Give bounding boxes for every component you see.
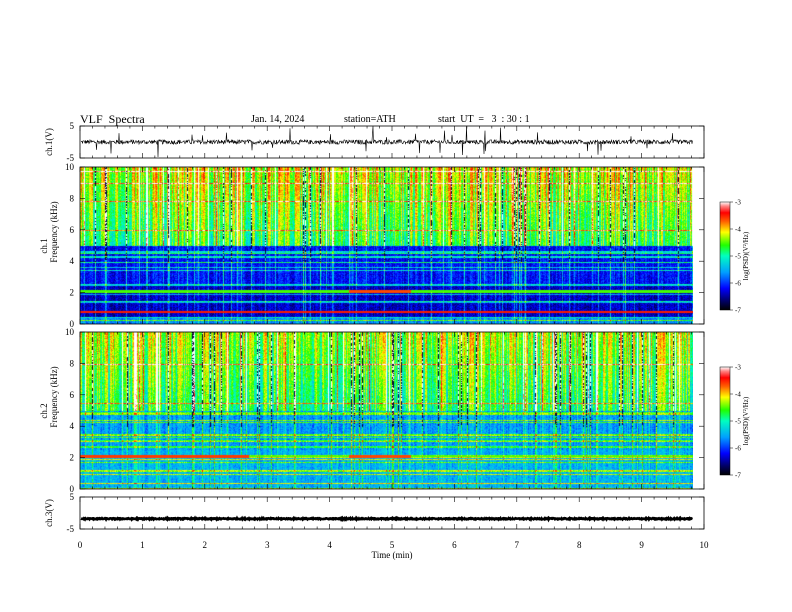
y-tick-label: 10	[65, 327, 75, 337]
ch1-colorbar-label: log(PSD)(V²/Hz)	[742, 231, 750, 280]
colorbar-tick-label: -6	[735, 445, 741, 453]
x-tick-label: 5	[390, 540, 395, 550]
x-tick-label: 6	[452, 540, 457, 550]
waveform-trace	[80, 126, 693, 158]
x-tick-label: 8	[577, 540, 582, 550]
y-tick-label: 6	[70, 225, 75, 235]
colorbar-tick-label: -4	[735, 226, 741, 234]
ch3-voltage-axis-label: ch.3(V)	[44, 499, 54, 527]
y-tick-label: 0	[70, 484, 75, 494]
figure-title: VLF Spectra	[80, 112, 145, 126]
y-tick-label: 4	[70, 256, 75, 266]
ch2-spectrogram	[80, 332, 693, 489]
time-axis-label: Time (min)	[372, 550, 413, 560]
y-tick-label: -5	[67, 524, 75, 534]
ch1-voltage-axis-label: ch.1(V)	[44, 128, 54, 156]
spectrogram-image	[80, 167, 693, 324]
date-label: Jan. 14, 2024	[251, 114, 305, 125]
station-label: station=ATH	[344, 114, 396, 125]
ch1-waveform-line	[80, 126, 693, 158]
y-tick-label: 6	[70, 390, 75, 400]
ch2-frequency-axis-label-line2: Frequency (kHz)	[49, 366, 59, 427]
y-tick-label: 8	[70, 358, 75, 368]
y-tick-label: 2	[70, 288, 75, 298]
y-tick-label: 5	[70, 121, 75, 131]
colorbar-tick-label: -5	[735, 253, 741, 261]
x-tick-label: 10	[700, 540, 710, 550]
y-tick-label: 2	[70, 453, 75, 463]
ch1-frequency-axis-label-line2: Frequency (kHz)	[49, 201, 59, 262]
colorbar-tick-label: -6	[735, 280, 741, 288]
x-tick-label: 2	[203, 540, 208, 550]
ch3-waveform-line	[80, 515, 693, 523]
colorbar-tick-label: -3	[735, 364, 741, 372]
ch1-spectrogram	[80, 167, 693, 324]
y-tick-label: 10	[65, 162, 75, 172]
x-tick-label: 4	[327, 540, 332, 550]
colorbar-tick-label: -5	[735, 418, 741, 426]
colorbar-tick-label: -7	[735, 307, 741, 315]
x-tick-label: 0	[78, 540, 83, 550]
ch2-frequency-axis-label-line1: ch.2	[39, 403, 49, 418]
ch2-colorbar: -3 -4 -5 -6 -7 log(PSD)(V²/Hz)	[719, 364, 750, 480]
y-tick-label: 0	[70, 319, 75, 329]
ch2-colorbar-label: log(PSD)(V²/Hz)	[742, 396, 750, 445]
y-tick-label: 8	[70, 193, 75, 203]
colorbar-tick-label: -7	[735, 472, 741, 480]
start-time-label: start UT = 3 : 30 : 1	[438, 114, 530, 125]
x-tick-label: 3	[265, 540, 270, 550]
x-tick-label: 9	[639, 540, 644, 550]
x-tick-label: 1	[140, 540, 145, 550]
ch1-colorbar: -3 -4 -5 -6 -7 log(PSD)(V²/Hz)	[719, 199, 750, 315]
y-tick-label: -5	[67, 153, 75, 163]
ch1-frequency-axis-label-line1: ch.1	[39, 238, 49, 253]
spectrogram-image	[80, 332, 693, 489]
x-tick-label: 7	[515, 540, 520, 550]
colorbar-tick-label: -3	[735, 199, 741, 207]
waveform-trace	[80, 515, 693, 523]
y-tick-label: 4	[70, 421, 75, 431]
colorbar-tick-label: -4	[735, 391, 741, 399]
y-tick-label: 5	[70, 492, 75, 502]
